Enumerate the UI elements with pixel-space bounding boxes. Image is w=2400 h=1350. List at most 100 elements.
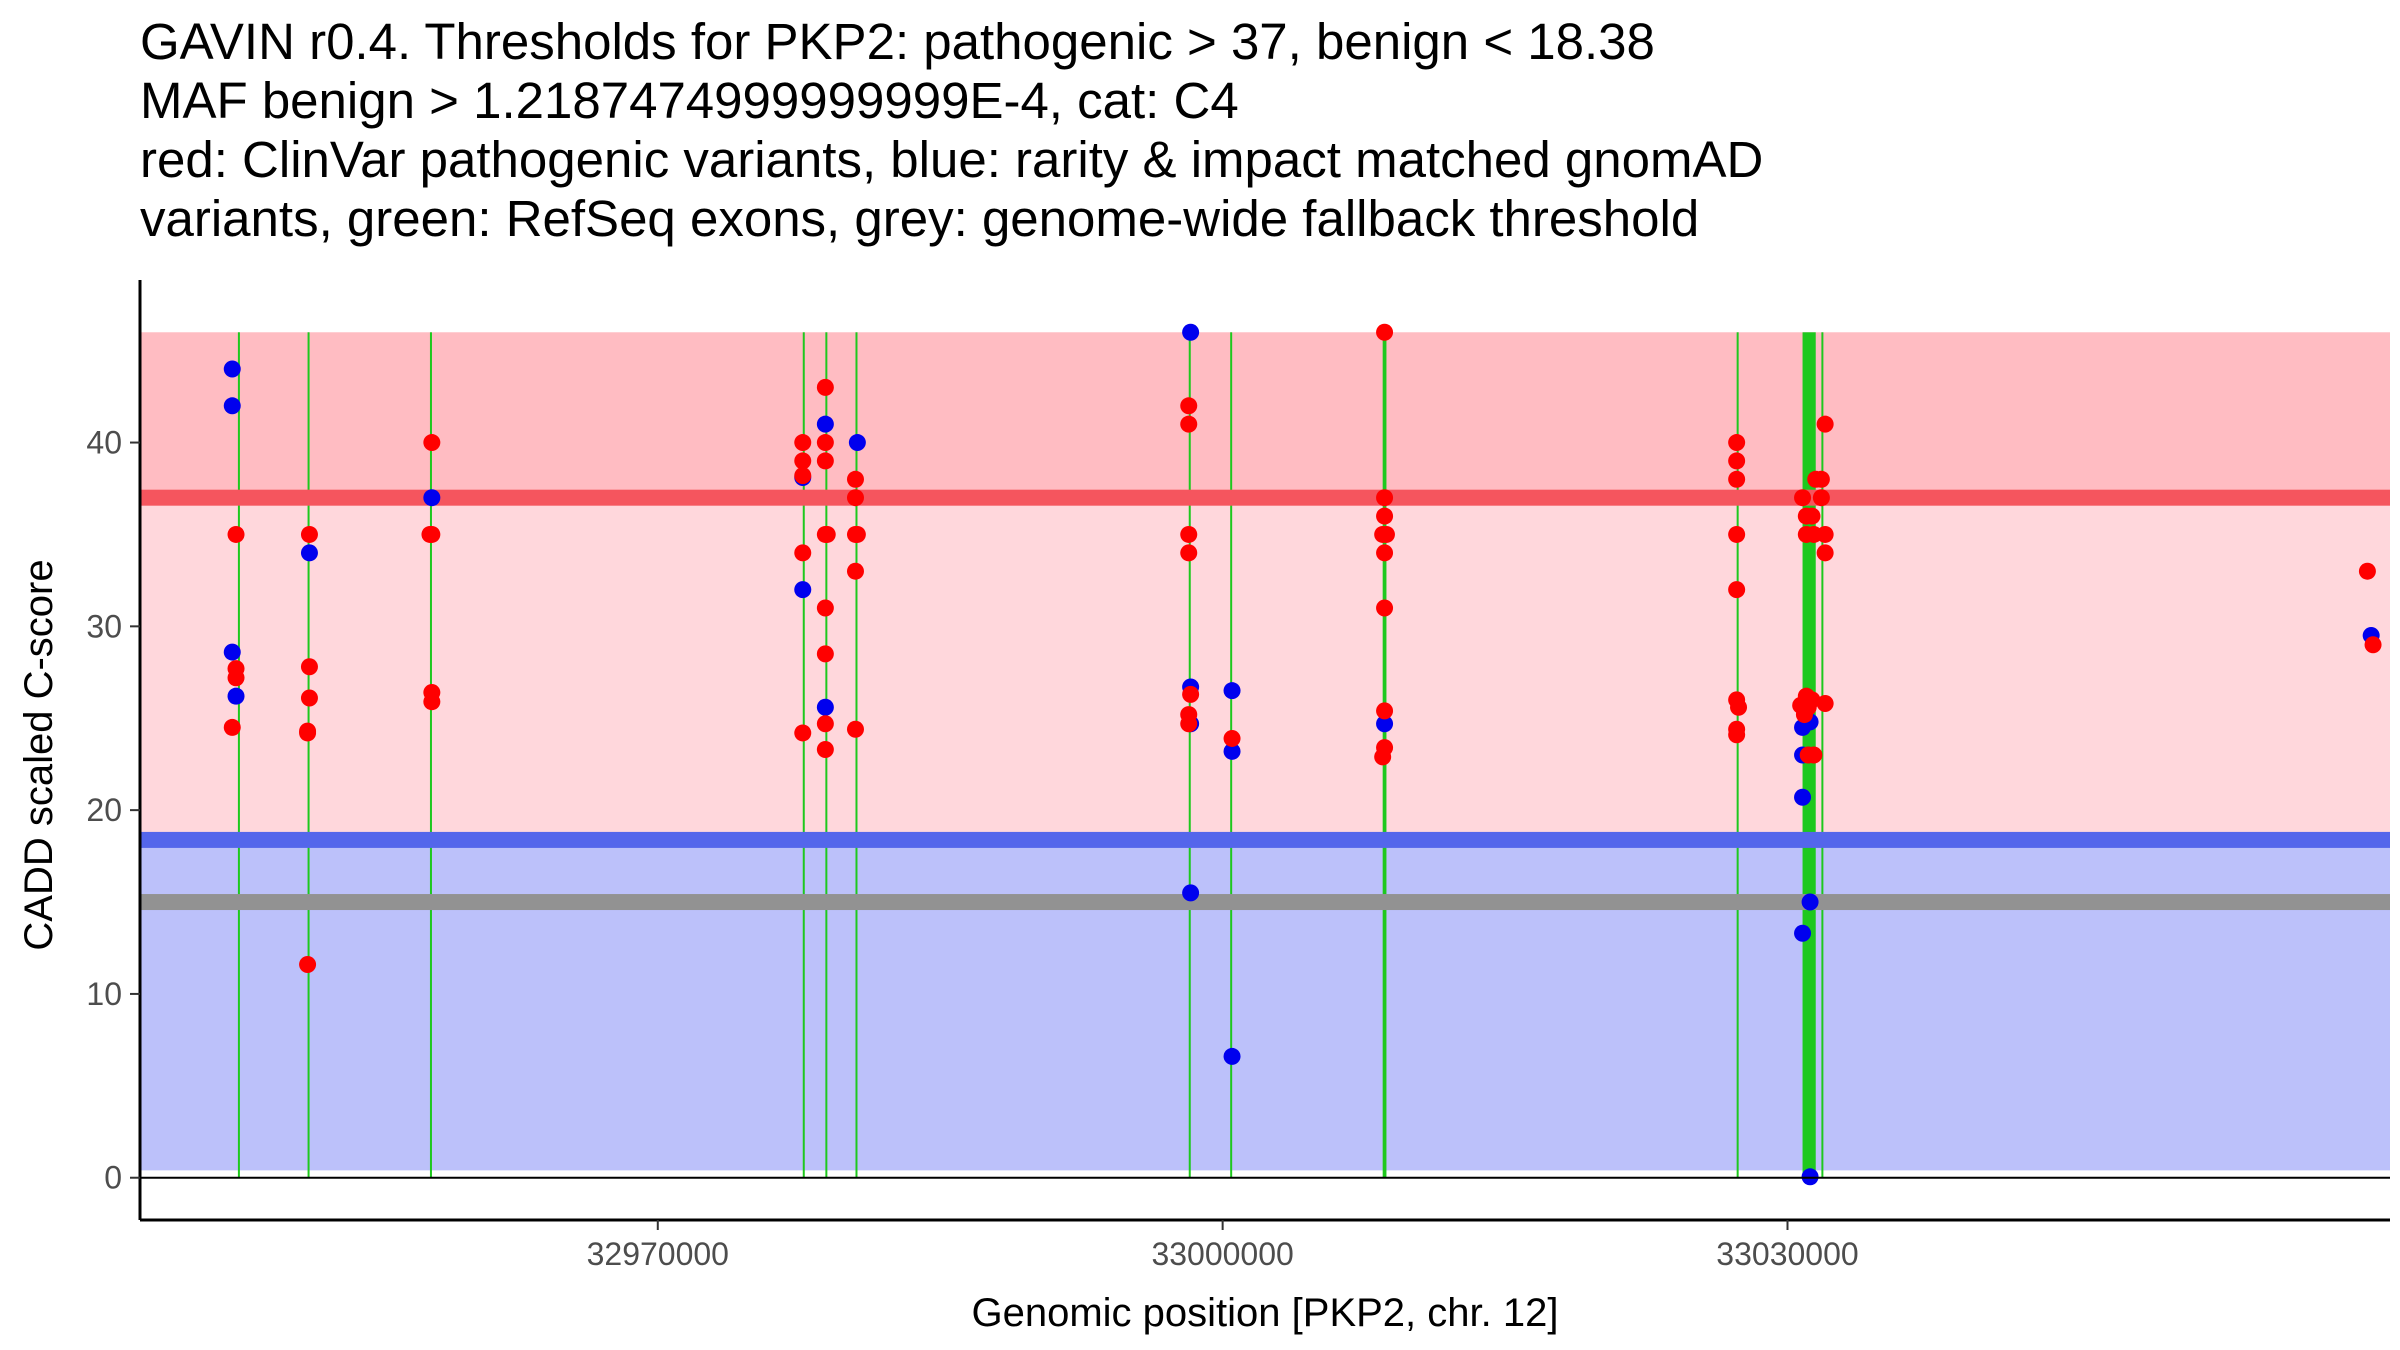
exon-bar-1 (237, 332, 240, 1178)
clinvar-pathogenic-point (2364, 636, 2382, 654)
clinvar-pathogenic-point (1728, 452, 1746, 470)
clinvar-pathogenic-point (1376, 323, 1394, 341)
clinvar-pathogenic-point (1728, 581, 1746, 599)
exon-bar-3 (429, 332, 432, 1178)
benign-threshold-line (140, 831, 2390, 848)
gnomad-point (794, 581, 812, 599)
exon-bar-2 (307, 332, 310, 1178)
clinvar-pathogenic-point (794, 544, 812, 562)
clinvar-pathogenic-point (1374, 748, 1392, 766)
clinvar-pathogenic-point (300, 658, 318, 676)
gnomad-point (1223, 742, 1241, 760)
gnomad-point (227, 687, 245, 705)
clinvar-pathogenic-point (1223, 729, 1241, 747)
title-line-1: GAVIN r0.4. Thresholds for PKP2: pathoge… (140, 13, 1655, 70)
clinvar-pathogenic-point (1376, 544, 1394, 562)
gnomad-point (1223, 1047, 1241, 1065)
gnomad-point (1182, 323, 1200, 341)
chart-title: GAVIN r0.4. Thresholds for PKP2: pathoge… (140, 12, 1763, 248)
clinvar-pathogenic-point (1376, 702, 1394, 720)
clinvar-pathogenic-point (816, 378, 834, 396)
clinvar-pathogenic-point (846, 470, 864, 488)
y-axis-title: CADD scaled C-score (17, 559, 61, 950)
fallback-threshold-line (140, 894, 2390, 911)
y-tick-label: 0 (104, 1160, 122, 1196)
clinvar-pathogenic-point (1812, 489, 1830, 507)
y-tick-label: 30 (86, 608, 122, 644)
title-line-4: variants, green: RefSeq exons, grey: gen… (140, 190, 1700, 247)
clinvar-pathogenic-point (794, 724, 812, 742)
y-tick-label: 20 (86, 792, 122, 828)
gnomad-point (300, 544, 318, 562)
clinvar-pathogenic-point (848, 525, 866, 543)
clinvar-pathogenic-point (423, 693, 441, 711)
clinvar-pathogenic-point (1728, 470, 1746, 488)
clinvar-pathogenic-point (794, 452, 812, 470)
clinvar-pathogenic-point (1180, 715, 1198, 733)
clinvar-pathogenic-point (1376, 507, 1394, 525)
zone-pathogenic-mid (140, 497, 2390, 840)
clinvar-pathogenic-point (846, 562, 864, 580)
gnomad-point (423, 489, 441, 507)
clinvar-pathogenic-point (816, 452, 834, 470)
clinvar-pathogenic-point (1728, 525, 1746, 543)
gnomad-point (816, 415, 834, 433)
clinvar-pathogenic-point (1816, 415, 1834, 433)
clinvar-pathogenic-point (1180, 415, 1198, 433)
zone-pathogenic-high (140, 332, 2390, 498)
gnomad-point (1794, 788, 1812, 806)
clinvar-pathogenic-point (816, 599, 834, 617)
clinvar-pathogenic-point (227, 669, 245, 687)
clinvar-pathogenic-point (300, 525, 318, 543)
clinvar-pathogenic-point (1730, 698, 1748, 716)
gnomad-point (1376, 715, 1394, 733)
clinvar-pathogenic-point (1794, 489, 1812, 507)
exon-bar-10 (1736, 332, 1739, 1178)
clinvar-pathogenic-point (1180, 544, 1198, 562)
clinvar-pathogenic-point (816, 434, 834, 452)
clinvar-pathogenic-point (816, 645, 834, 663)
gnomad-point (1794, 924, 1812, 942)
clinvar-pathogenic-point (794, 434, 812, 452)
gnomad-point (1182, 884, 1200, 902)
clinvar-pathogenic-point (846, 720, 864, 738)
gnomad-point (1223, 682, 1241, 700)
clinvar-pathogenic-point (1816, 525, 1834, 543)
clinvar-pathogenic-point (1799, 698, 1817, 716)
gnomad-point (816, 698, 834, 716)
x-tick-label: 32970000 (587, 1236, 729, 1272)
exon-bar-7 (1188, 332, 1191, 1178)
gnomad-point (1801, 893, 1819, 911)
clinvar-pathogenic-point (1816, 544, 1834, 562)
title-line-3: red: ClinVar pathogenic variants, blue: … (140, 131, 1764, 188)
clinvar-pathogenic-point (1376, 599, 1394, 617)
x-tick-label: 33030000 (1716, 1236, 1858, 1272)
clinvar-pathogenic-point (1728, 434, 1746, 452)
clinvar-pathogenic-point (223, 718, 241, 736)
zone-benign (140, 839, 2390, 1171)
clinvar-pathogenic-point (816, 715, 834, 733)
pathogenic-threshold-line (140, 489, 2390, 506)
x-axis-title: Genomic position [PKP2, chr. 12] (972, 1291, 1559, 1335)
clinvar-pathogenic-point (846, 489, 864, 507)
title-line-2: MAF benign > 1.2187474999999999E-4, cat:… (140, 72, 1239, 129)
clinvar-pathogenic-point (421, 525, 439, 543)
clinvar-pathogenic-point (1816, 695, 1834, 713)
clinvar-pathogenic-point (1180, 525, 1198, 543)
axes: 0 10 20 30 40 32970000 33000000 33030000 (86, 280, 2390, 1272)
clinvar-pathogenic-point (816, 740, 834, 758)
clinvar-pathogenic-point (1812, 470, 1830, 488)
clinvar-pathogenic-point (1180, 397, 1198, 415)
clinvar-pathogenic-point (1805, 746, 1823, 764)
clinvar-pathogenic-point (1182, 685, 1200, 703)
clinvar-pathogenic-point (423, 434, 441, 452)
clinvar-pathogenic-point (299, 724, 317, 742)
x-tick-label: 33000000 (1151, 1236, 1293, 1272)
gnomad-point (223, 397, 241, 415)
clinvar-pathogenic-point (1803, 507, 1821, 525)
exon-bar-6 (855, 332, 858, 1178)
clinvar-pathogenic-point (1376, 489, 1394, 507)
threshold-zones (140, 332, 2390, 1171)
gnomad-point (223, 360, 241, 378)
